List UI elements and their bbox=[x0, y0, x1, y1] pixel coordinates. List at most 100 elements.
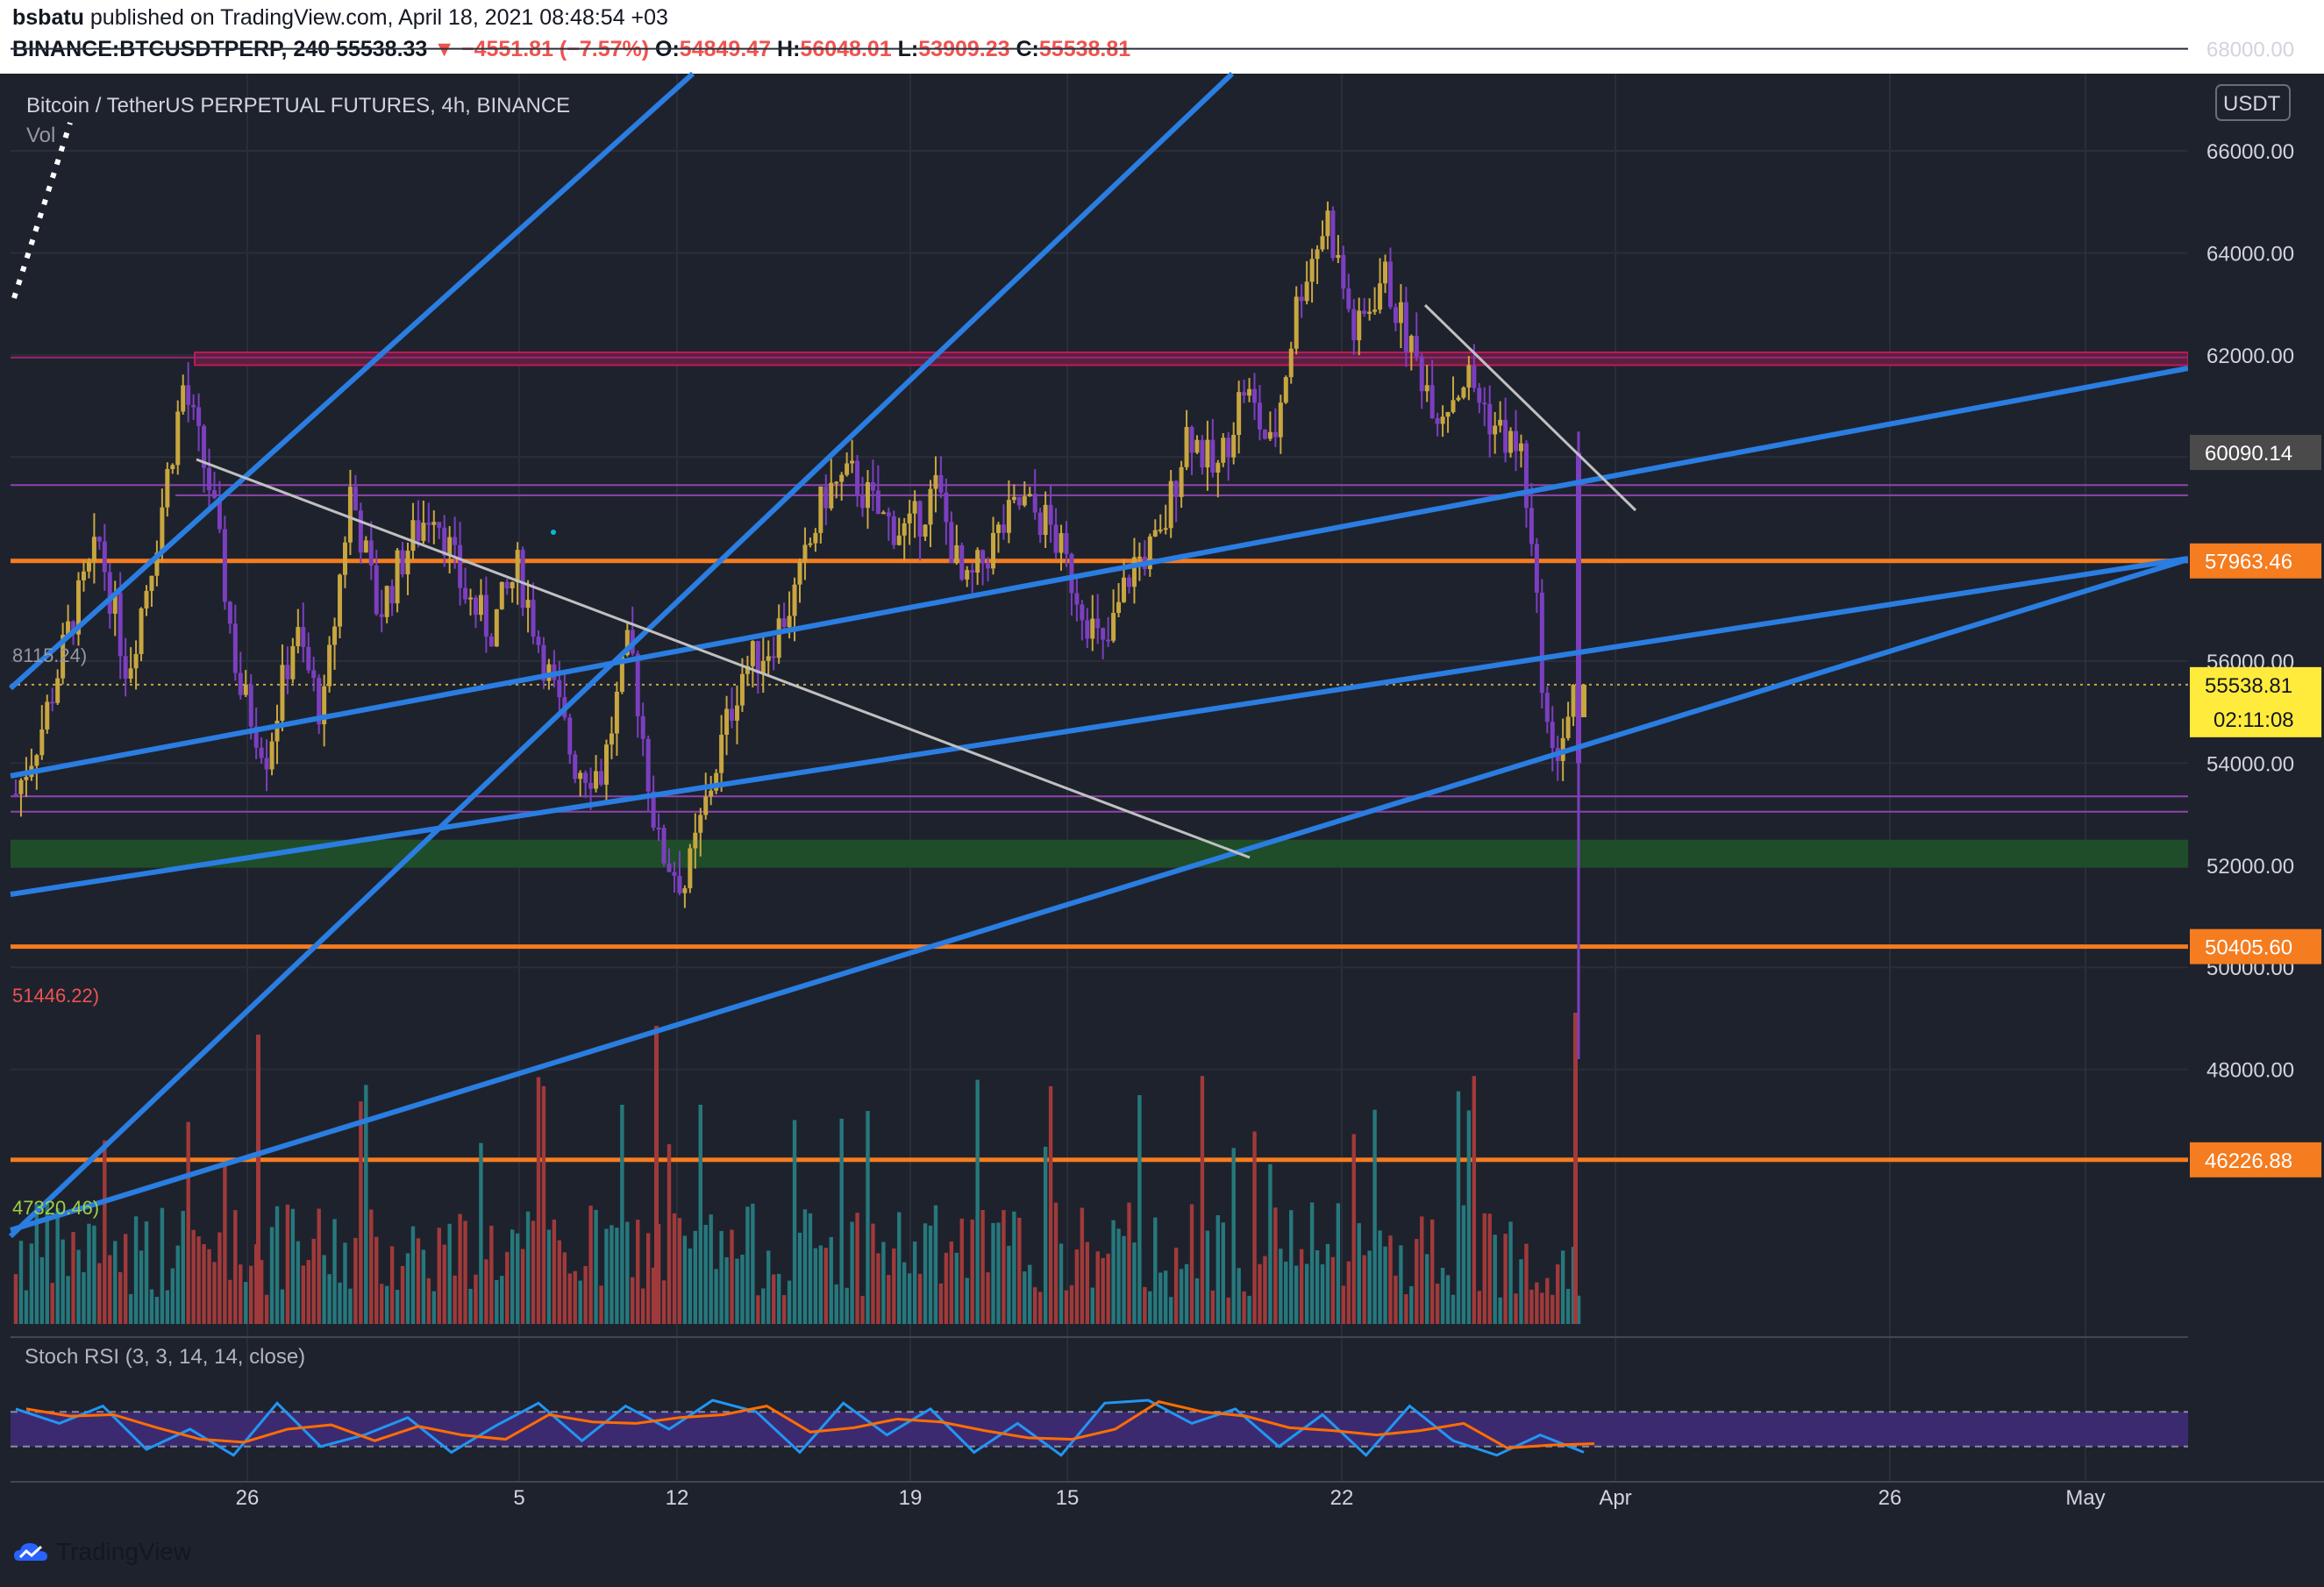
volume-bar bbox=[1153, 1217, 1158, 1324]
candle-body bbox=[1466, 365, 1472, 388]
candle-body bbox=[823, 486, 829, 509]
volume-bar bbox=[474, 1274, 478, 1324]
volume-bar bbox=[479, 1142, 483, 1324]
candle-body bbox=[165, 469, 170, 508]
volume-bar bbox=[1037, 1292, 1043, 1324]
candle-body bbox=[917, 501, 923, 537]
candle-body bbox=[834, 481, 839, 484]
volume-bar bbox=[24, 1290, 29, 1324]
candle-body bbox=[1487, 403, 1493, 435]
candle-body bbox=[1341, 254, 1346, 289]
candle-body bbox=[1508, 431, 1514, 453]
candle-body bbox=[709, 790, 714, 797]
cloud-icon bbox=[14, 1543, 47, 1561]
candle-body bbox=[870, 482, 875, 491]
volume-bar bbox=[207, 1249, 211, 1324]
volume-bar bbox=[170, 1268, 175, 1324]
candle-body bbox=[541, 644, 546, 681]
candle-body bbox=[1304, 281, 1309, 302]
candle-body bbox=[1267, 431, 1272, 439]
candle-body bbox=[980, 550, 986, 564]
volume-bar bbox=[745, 1206, 750, 1324]
candle-body bbox=[285, 665, 290, 680]
volume-bar bbox=[327, 1274, 331, 1324]
volume-bar bbox=[1294, 1265, 1299, 1324]
candle-body bbox=[688, 848, 693, 889]
candle-body bbox=[296, 627, 301, 647]
candle-body bbox=[1242, 392, 1247, 396]
candle-body bbox=[1200, 439, 1205, 468]
candle-body bbox=[123, 656, 128, 680]
volume-bar bbox=[87, 1223, 91, 1324]
volume-bar bbox=[113, 1241, 118, 1324]
candle-body bbox=[368, 540, 374, 566]
volume-bar bbox=[808, 1213, 813, 1324]
volume-bar bbox=[1033, 1287, 1037, 1324]
candle-body bbox=[1122, 577, 1127, 602]
descending-line bbox=[1423, 303, 1637, 512]
volume-bar bbox=[912, 1242, 917, 1324]
volume-bar bbox=[1399, 1245, 1403, 1324]
candle-body bbox=[1498, 419, 1503, 426]
volume-bar bbox=[1508, 1221, 1513, 1324]
volume-bar bbox=[123, 1234, 128, 1324]
volume-bar bbox=[1540, 1292, 1544, 1324]
candle-body bbox=[818, 486, 823, 533]
candle-body bbox=[954, 544, 959, 564]
volume-bar bbox=[505, 1251, 510, 1324]
tradingview-logo[interactable]: TradingView bbox=[12, 1538, 191, 1566]
candle-body bbox=[186, 385, 191, 405]
volume-bar bbox=[1116, 1228, 1121, 1324]
candle-body bbox=[1116, 601, 1122, 614]
volume-bar bbox=[1043, 1146, 1048, 1324]
volume-bar bbox=[468, 1288, 473, 1324]
volume-bar bbox=[651, 1267, 656, 1324]
candle-body bbox=[640, 715, 645, 739]
candle-body bbox=[504, 581, 510, 588]
candle-body bbox=[1106, 639, 1111, 642]
candle-body bbox=[1037, 512, 1043, 536]
volume-bar bbox=[709, 1214, 713, 1324]
volume-bar bbox=[1231, 1148, 1236, 1324]
volume-bar bbox=[431, 1291, 436, 1324]
candle-body bbox=[635, 653, 640, 716]
author-name[interactable]: bsbatu bbox=[12, 5, 84, 30]
candle-body bbox=[839, 474, 845, 482]
candle-body bbox=[248, 684, 253, 727]
candle-body bbox=[1179, 466, 1184, 497]
volume-bar bbox=[322, 1255, 326, 1324]
candle-body bbox=[896, 535, 902, 545]
time-tick: 26 bbox=[1878, 1486, 1902, 1510]
time-tick: Apr bbox=[1599, 1486, 1631, 1510]
volume-bar bbox=[196, 1236, 201, 1324]
volume-bar bbox=[1127, 1202, 1131, 1324]
candle-body bbox=[13, 794, 18, 796]
price-tag bbox=[2190, 434, 2321, 470]
volume-bar bbox=[515, 1233, 520, 1324]
candle-body bbox=[91, 537, 96, 562]
volume-bar bbox=[615, 1228, 619, 1324]
volume-bar bbox=[175, 1245, 180, 1324]
time-axis[interactable]: 15 22 26 Apr 5 12 19 26 May bbox=[0, 1481, 2324, 1524]
volume-bar bbox=[975, 1079, 980, 1324]
candle-body bbox=[792, 584, 797, 616]
candle-body bbox=[160, 507, 165, 553]
stoch-label: Stoch RSI (3, 3, 14, 14, close) bbox=[25, 1345, 305, 1369]
volume-bar bbox=[970, 1219, 974, 1324]
candle-body bbox=[672, 872, 677, 876]
trend-lines[interactable] bbox=[8, 71, 2189, 1239]
candle-body bbox=[118, 592, 123, 657]
volume-bar bbox=[1524, 1243, 1529, 1324]
volume-bar bbox=[249, 1265, 253, 1324]
candle-body bbox=[1414, 336, 1419, 357]
volume-bar bbox=[714, 1269, 718, 1324]
volume-bar bbox=[881, 1242, 886, 1324]
candle-body bbox=[71, 621, 76, 635]
price-axis[interactable]: 68000.0066000.0064000.0062000.0056000.00… bbox=[2188, 39, 2324, 1482]
candle-body bbox=[447, 537, 453, 556]
candle-body bbox=[488, 637, 494, 647]
candle-body bbox=[1032, 494, 1037, 513]
candle-body bbox=[1357, 310, 1362, 341]
volume-bar bbox=[625, 1221, 630, 1324]
